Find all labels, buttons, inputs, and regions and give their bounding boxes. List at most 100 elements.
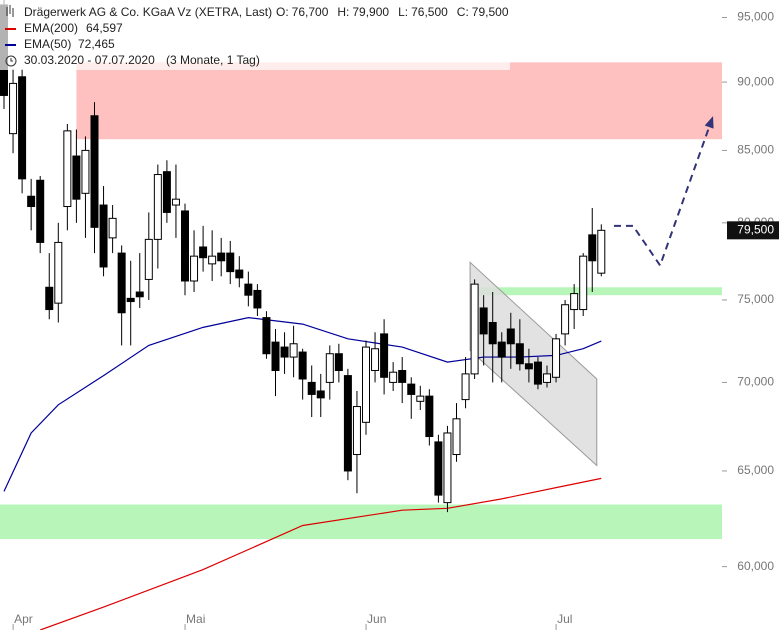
date-range: 30.03.2020 - 07.07.2020: [24, 53, 155, 67]
candle-body: [497, 341, 506, 358]
candle-body: [470, 283, 479, 375]
ohlc-value: 76,500: [411, 5, 448, 19]
candle-body: [488, 321, 497, 345]
candle-body: [452, 418, 461, 456]
ohlc-label: L:: [398, 5, 408, 19]
y-tick-label: 70,000: [737, 375, 774, 389]
candle-body: [217, 252, 226, 262]
candle-body: [588, 234, 597, 262]
x-tick-label: Mai: [186, 612, 205, 626]
candle-body: [515, 343, 524, 365]
candle-body: [63, 130, 72, 208]
candle-body: [117, 252, 126, 314]
y-tick-label: 65,000: [737, 463, 774, 477]
candle-body: [307, 381, 316, 395]
candle-body: [389, 371, 398, 383]
candle-body: [352, 406, 361, 456]
instrument-title: Drägerwerk AG & Co. KGaA Vz (XETRA, Last…: [24, 5, 272, 19]
candle-body: [90, 115, 99, 228]
candle-body: [289, 343, 298, 358]
candle-body: [298, 351, 307, 380]
candle-body: [190, 255, 199, 282]
candle-body: [99, 204, 108, 268]
ohlc-label: H:: [337, 5, 349, 19]
candle-body: [199, 246, 208, 259]
chart-icon: [6, 5, 14, 17]
candle-body: [425, 395, 434, 438]
candle-body: [561, 304, 570, 335]
ema-line: [3, 317, 602, 492]
candle-body: [533, 361, 542, 385]
candle-body: [280, 346, 289, 358]
legend: Drägerwerk AG & Co. KGaA Vz (XETRA, Last…: [0, 0, 510, 70]
last-price-box: [727, 221, 779, 240]
x-tick-label: Jul: [557, 612, 572, 626]
candle-body: [506, 328, 515, 345]
clock-icon: [5, 55, 17, 67]
candle-body: [524, 363, 533, 370]
candle-body: [407, 383, 416, 395]
ohlc-value: 79,500: [472, 5, 509, 19]
candle-body: [316, 390, 325, 399]
candle-body: [72, 155, 81, 200]
y-tick-label: 75,000: [737, 292, 774, 306]
zones: [0, 62, 722, 540]
legend-label: EMA(200): [24, 21, 78, 35]
candle-body: [570, 293, 579, 311]
y-tick-label: 90,000: [737, 74, 774, 88]
candle-body: [543, 373, 551, 383]
projection-line: [613, 119, 713, 268]
ohlc-value: 79,900: [352, 5, 389, 19]
candle-body: [153, 174, 162, 240]
candle-body: [461, 373, 470, 401]
x-tick-label: Apr: [14, 612, 33, 626]
y-tick-label: 60,000: [737, 559, 774, 573]
ohlc-value: 76,700: [292, 5, 329, 19]
candle-body: [262, 317, 271, 355]
x-tick-label: Jun: [367, 612, 386, 626]
legend-label: EMA(50): [24, 37, 71, 51]
candle-body: [371, 348, 380, 372]
candle-body: [144, 238, 153, 280]
candle-body: [398, 370, 407, 383]
candle-body: [416, 395, 425, 402]
zone: [470, 287, 722, 296]
candle-body: [253, 289, 262, 309]
candle-body: [18, 76, 27, 180]
candle-body: [36, 179, 45, 243]
zone: [0, 504, 722, 540]
candle-body: [552, 338, 561, 378]
candle-body: [271, 341, 280, 372]
candle-body: [343, 375, 352, 472]
candle-body: [9, 82, 18, 135]
candle-body: [45, 286, 54, 311]
period: (3 Monate, 1 Tag): [166, 53, 260, 67]
candle-body: [479, 307, 488, 335]
candle-body: [226, 252, 235, 273]
candle-body: [108, 217, 117, 239]
ema-line: [39, 477, 602, 630]
candle-body: [244, 283, 253, 296]
candle-body: [81, 149, 90, 194]
candle-body: [171, 198, 180, 206]
projection-arrowhead: [704, 116, 714, 129]
zone: [76, 62, 722, 140]
y-tick-label: 95,000: [737, 10, 774, 24]
candle-body: [380, 333, 389, 378]
candle-body: [162, 171, 171, 213]
candle-body: [181, 210, 189, 282]
legend-value: 64,597: [86, 21, 123, 35]
ohlc-label: C:: [457, 5, 469, 19]
last-price-label: 79,500: [737, 223, 774, 237]
legend-background: [0, 0, 510, 70]
candle-body: [579, 255, 588, 311]
candle-body: [325, 353, 334, 383]
candle-body: [443, 432, 452, 504]
candle-body: [208, 255, 217, 265]
candle-body: [334, 353, 343, 372]
y-tick-label: 85,000: [737, 143, 774, 157]
candle-body: [135, 291, 144, 298]
candle-body: [362, 346, 370, 423]
candle-body: [235, 269, 244, 279]
